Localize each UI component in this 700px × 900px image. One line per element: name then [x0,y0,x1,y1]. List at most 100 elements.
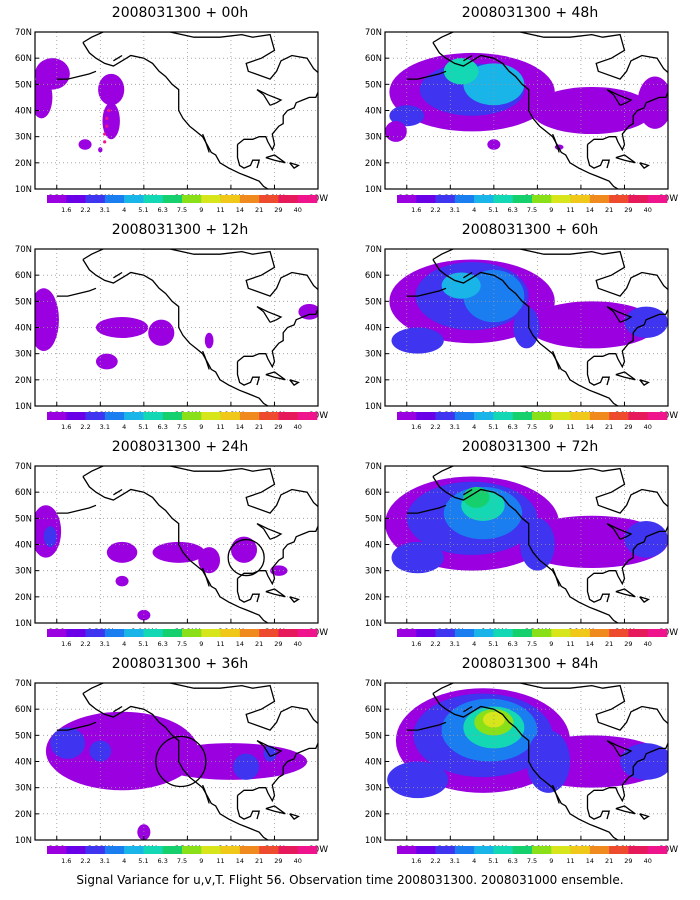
coastline [606,89,633,106]
lat-tick-label: 40N [365,107,382,117]
colorbar-swatch [220,846,241,854]
colorbar-swatch [493,629,514,637]
lat-tick-label: 20N [15,159,32,169]
shading-layer [35,505,288,621]
colorbar-label: 7.5 [177,206,187,214]
colorbar-swatch [162,846,183,854]
colorbar-swatch [454,629,475,637]
variance-blob [389,105,425,127]
variance-blob [115,575,129,587]
coastline [552,133,560,153]
colorbar-label: 21 [605,423,613,431]
panel-title: 2008031300 + 84h [461,656,599,672]
colorbar-swatch [66,195,86,203]
coastline [606,740,633,757]
map-panel: 2008031300 + 24h10N20N30N40N50N60N70N180… [10,439,350,654]
colorbar-swatch [297,629,318,637]
colorbar-label: 7.5 [527,857,537,865]
colorbar-swatch [416,412,436,420]
colorbar-label: 3.1 [450,423,460,431]
colorbar-swatch [259,195,279,203]
colorbar-label: 40 [644,206,652,214]
lat-tick-label: 70N [15,28,32,38]
map-svg: 10N20N30N40N50N60N70N180160W140W120W100W… [15,28,328,214]
coastline [639,596,650,603]
coastline [606,523,633,540]
map-svg: 10N20N30N40N50N60N70N180160W140W120W100W… [365,245,678,431]
colorbar-swatch [474,629,494,637]
colorbar-swatch [512,846,533,854]
lat-tick-label: 20N [365,593,382,603]
colorbar-swatch [397,412,417,420]
coastline [289,162,300,169]
colorbar-label: 21 [605,857,613,865]
colorbar-swatch [104,412,125,420]
colorbar-swatch [493,412,514,420]
colorbar-label: 29 [274,423,282,431]
colorbar-label: 2.2 [430,206,440,214]
colorbar-label: 5.1 [488,206,498,214]
figure-caption: Signal Variance for u,v,T. Flight 56. Ob… [76,873,624,887]
colorbar-label: 9 [549,423,553,431]
map-svg: 10N20N30N40N50N60N70N180160W140W120W100W… [365,28,678,214]
colorbar-label: 7.5 [177,423,187,431]
lat-tick-label: 30N [365,784,382,794]
coastline [606,306,633,323]
colorbar-swatch [609,195,629,203]
colorbar-swatch [239,195,260,203]
colorbar-label: 1.6 [61,640,71,648]
colorbar-label: 11 [216,206,224,214]
lat-tick-label: 70N [365,245,382,255]
lat-tick-label: 40N [365,541,382,551]
colorbar-swatch [551,846,571,854]
colorbar-label: 11 [216,423,224,431]
colorbar-swatch [416,629,436,637]
colorbar-label: 40 [294,206,302,214]
coastline [432,476,619,623]
colorbar-label: 21 [255,206,263,214]
coastline [406,721,447,731]
variance-blob [513,306,540,349]
coastline [289,596,300,603]
colorbar-swatch [628,629,649,637]
coastline [639,162,650,169]
colorbar-label: 7.5 [527,423,537,431]
colorbar-swatch [493,846,514,854]
colorbar-label: 11 [566,206,574,214]
map-panel: 2008031300 + 36h10N20N30N40N50N60N70N180… [10,656,350,871]
lat-tick-label: 30N [15,567,32,577]
colorbar-swatch [570,629,591,637]
colorbar-swatch [85,629,106,637]
variance-blob [391,327,444,354]
colorbar-label: 4 [122,206,126,214]
colorbar-swatch [66,846,86,854]
colorbar-label: 14 [236,206,244,214]
coastline [236,361,261,386]
colorbar-label: 9 [199,857,203,865]
colorbar-swatch [397,629,417,637]
lat-tick-label: 10N [15,402,32,412]
colorbar-swatch [259,846,279,854]
colorbar-label: 5.1 [488,423,498,431]
colorbar-swatch [239,629,260,637]
colorbar-swatch [47,846,67,854]
variance-blob [137,609,151,621]
colorbar-label: 5.1 [488,640,498,648]
colorbar-label: 29 [624,423,632,431]
coastline [236,144,261,169]
coastline [552,784,560,804]
colorbar-label: 29 [624,206,632,214]
lat-tick-label: 30N [365,350,382,360]
colorbar-swatch [628,412,649,420]
colorbar-label: 40 [644,640,652,648]
colorbar-label: 29 [624,857,632,865]
coastline [463,54,473,62]
colorbar-swatch [278,412,299,420]
colorbar-label: 6.3 [158,206,168,214]
coastline [113,488,123,496]
colorbar-label: 14 [586,857,594,865]
map-panel: 2008031300 + 48h10N20N30N40N50N60N70N180… [360,5,700,220]
colorbar-swatch [589,629,610,637]
variance-blob [270,565,288,576]
shading-layer [35,58,125,153]
